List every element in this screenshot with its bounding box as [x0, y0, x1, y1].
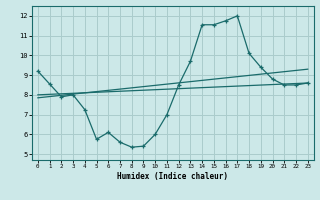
X-axis label: Humidex (Indice chaleur): Humidex (Indice chaleur) [117, 172, 228, 181]
